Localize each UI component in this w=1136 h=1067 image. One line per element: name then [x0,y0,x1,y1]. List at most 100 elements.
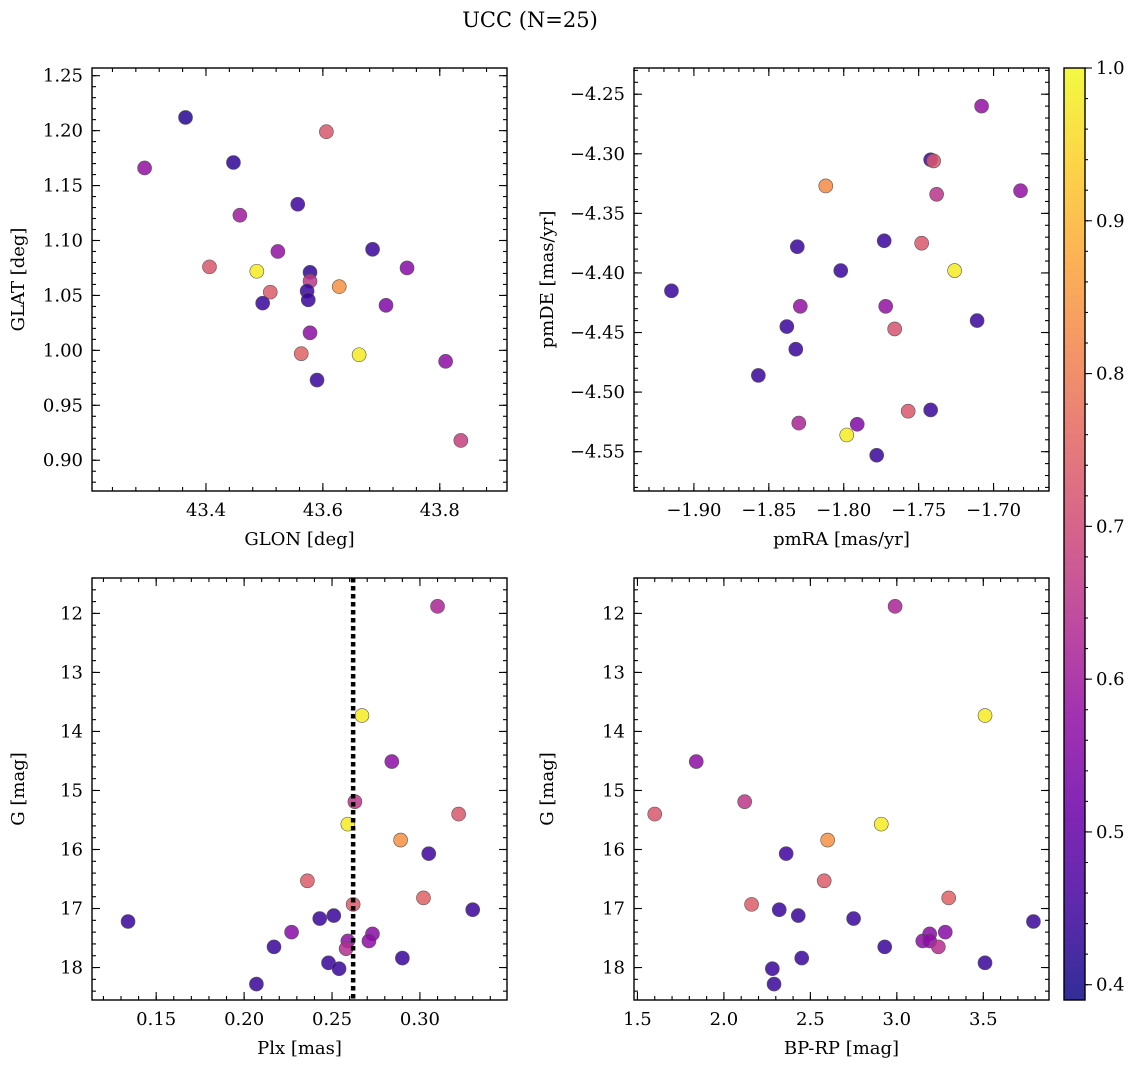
y-tick-label: 17 [602,899,625,920]
y-tick-label: 13 [602,662,625,683]
data-point [290,196,306,212]
data-point [226,155,241,170]
data-point [818,178,834,194]
axes-frame [91,577,508,1001]
colorbar-tick-label: 0.4 [1096,975,1125,996]
data-point [1026,914,1041,929]
colorbar-gradient [1064,68,1085,1000]
y-tick-label: 16 [60,839,83,860]
y-tick-label: 12 [602,603,625,624]
data-point [354,708,370,723]
y-axis-label: pmDE [mas/yr] [537,211,558,349]
data-point [465,902,481,917]
x-tick-label: −1.90 [666,500,721,521]
x-tick-label: 2.0 [710,1009,739,1030]
data-point [765,961,780,977]
x-tick-label: −1.85 [741,500,796,521]
data-point [791,415,807,431]
data-point [744,897,759,912]
data-point [453,433,469,448]
y-tick-label: −4.30 [570,144,625,165]
data-point [923,402,938,418]
data-point [887,599,903,614]
y-tick-label: 12 [60,603,83,624]
data-point [816,873,832,889]
data-point [300,873,315,889]
data-point [249,976,264,992]
y-axis-label: G [mag] [537,752,558,825]
colorbar: 0.4 0.5 0.6 0.7 0.8 0.9 1.0 [1063,58,1125,1001]
data-point [771,902,787,917]
y-tick-label: −4.45 [570,323,625,344]
data-point [869,447,885,463]
x-axis-label: GLON [deg] [244,529,354,550]
y-tick-label: −4.50 [570,382,625,403]
data-point [249,263,265,279]
data-point [451,806,466,822]
x-tick-label: 43.6 [303,500,343,521]
data-point [284,924,299,940]
panel-glon-glat: 43.4 43.6 43.8 0.90 0.95 1.00 1.05 1.10 1.15 1.20… [8,66,508,550]
data-point [969,313,985,328]
data-point [839,427,855,443]
y-tick-label: 0.90 [43,450,83,471]
data-point [430,599,445,614]
y-tick-label: −4.25 [570,84,625,105]
data-point [137,160,152,176]
data-point [778,846,794,861]
data-point [977,955,993,971]
x-tick-label: 0.30 [400,1009,440,1030]
x-tick-label: 1.5 [623,1009,652,1030]
data-point [790,908,806,923]
y-tick-label: 15 [60,780,83,801]
data-point [790,239,805,255]
data-point [393,832,408,848]
colorbar-frame [1063,67,1086,1001]
data-point [877,939,893,955]
data-point [766,976,782,992]
colorbar-tick-label: 0.5 [1096,822,1125,843]
panel-bprp-g: 1.5 2.0 2.5 3.0 3.5 12 13 14 15 16 17 18 BP-RP [mag]… [537,577,1050,1059]
x-tick-label: 3.5 [969,1009,998,1030]
y-tick-label: −4.40 [570,263,625,284]
data-point [326,908,342,923]
y-tick-label: 15 [602,780,625,801]
data-point [794,950,810,966]
data-point [751,368,766,383]
y-tick-label: 18 [60,958,83,979]
data-point [737,794,752,809]
data-point [947,263,962,278]
x-tick-label: 0.20 [224,1009,264,1030]
axes-frame [633,577,1050,1001]
data-point [873,816,889,832]
x-tick-label: 0.25 [312,1009,352,1030]
y-tick-label: −4.35 [570,203,625,224]
y-tick-label: 16 [602,839,625,860]
x-tick-label: 2.5 [796,1009,825,1030]
data-point [309,372,325,388]
data-point [1013,183,1028,199]
data-point [820,832,835,848]
y-tick-label: 1.20 [43,121,83,142]
data-point [232,207,248,223]
data-point [120,914,136,929]
data-point [302,325,318,341]
y-tick-label: 13 [60,662,83,683]
colorbar-tick-label: 1.0 [1096,58,1125,79]
x-tick-label: 3.0 [883,1009,912,1030]
data-point [929,187,944,202]
data-point [262,284,278,300]
data-point [974,98,989,114]
y-tick-label: −4.55 [570,442,625,463]
data-point [319,124,334,140]
data-point [255,295,270,311]
data-point [647,806,663,822]
data-point [977,708,993,723]
data-point [421,846,437,861]
data-point [300,292,316,308]
y-tick-label: 1.25 [43,66,83,87]
colorbar-tick-label: 0.9 [1096,211,1125,232]
panel-pmra-pmde: −1.90 −1.85 −1.80 −1.75 −1.70 −4.55 −4.50 −4.45… [537,67,1050,550]
y-tick-label: 1.00 [43,340,83,361]
